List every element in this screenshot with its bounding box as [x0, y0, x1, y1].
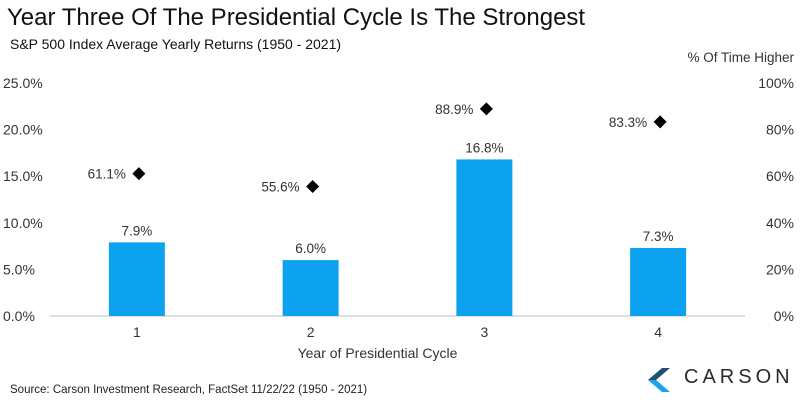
x-tick-label: 2 [307, 324, 315, 340]
marker-value-label: 61.1% [88, 167, 126, 182]
y-tick-label-left: 5.0% [3, 261, 35, 277]
bar-value-label: 7.3% [643, 229, 674, 244]
x-tick-label: 1 [133, 324, 141, 340]
bar [630, 247, 687, 316]
y-tick-label-right: 60% [766, 168, 794, 184]
y-tick-label-left: 10.0% [3, 215, 43, 231]
bar [282, 260, 339, 316]
diamond-marker [479, 102, 493, 116]
y-tick-label-left: 20.0% [3, 122, 43, 138]
y-tick-label-right: 0% [774, 308, 794, 324]
diamond-marker [653, 115, 667, 129]
bar [108, 242, 165, 316]
bar [456, 159, 513, 316]
marker-value-label: 55.6% [261, 179, 299, 194]
marker-value-label: 83.3% [609, 115, 647, 130]
x-tick-label: 4 [654, 324, 662, 340]
y-tick-label-left: 0.0% [3, 308, 35, 324]
y-axis-label-right: % Of Time Higher [687, 50, 794, 65]
x-axis-label: Year of Presidential Cycle [298, 345, 458, 361]
y-tick-label-left: 15.0% [3, 168, 43, 184]
y-tick-label-right: 40% [766, 215, 794, 231]
marker-value-label: 88.9% [435, 102, 473, 117]
y-tick-label-right: 100% [758, 75, 794, 91]
bar-value-label: 7.9% [121, 223, 152, 238]
source-note: Source: Carson Investment Research, Fact… [10, 384, 368, 396]
chart-title: Year Three Of The Presidential Cycle Is … [7, 4, 586, 31]
diamond-marker [306, 179, 320, 193]
bar-value-label: 6.0% [295, 241, 326, 256]
chart-subtitle: S&P 500 Index Average Yearly Returns (19… [10, 36, 342, 52]
y-tick-label-right: 80% [766, 122, 794, 138]
y-tick-label-left: 25.0% [3, 75, 43, 91]
x-tick-label: 3 [480, 324, 488, 340]
carson-chevron-logo-icon [648, 368, 670, 392]
y-tick-label-right: 20% [766, 261, 794, 277]
bar-value-label: 16.8% [465, 140, 503, 155]
carson-logo: CARSON [644, 362, 794, 398]
diamond-marker [132, 167, 146, 181]
carson-logo-text: CARSON [684, 366, 794, 388]
